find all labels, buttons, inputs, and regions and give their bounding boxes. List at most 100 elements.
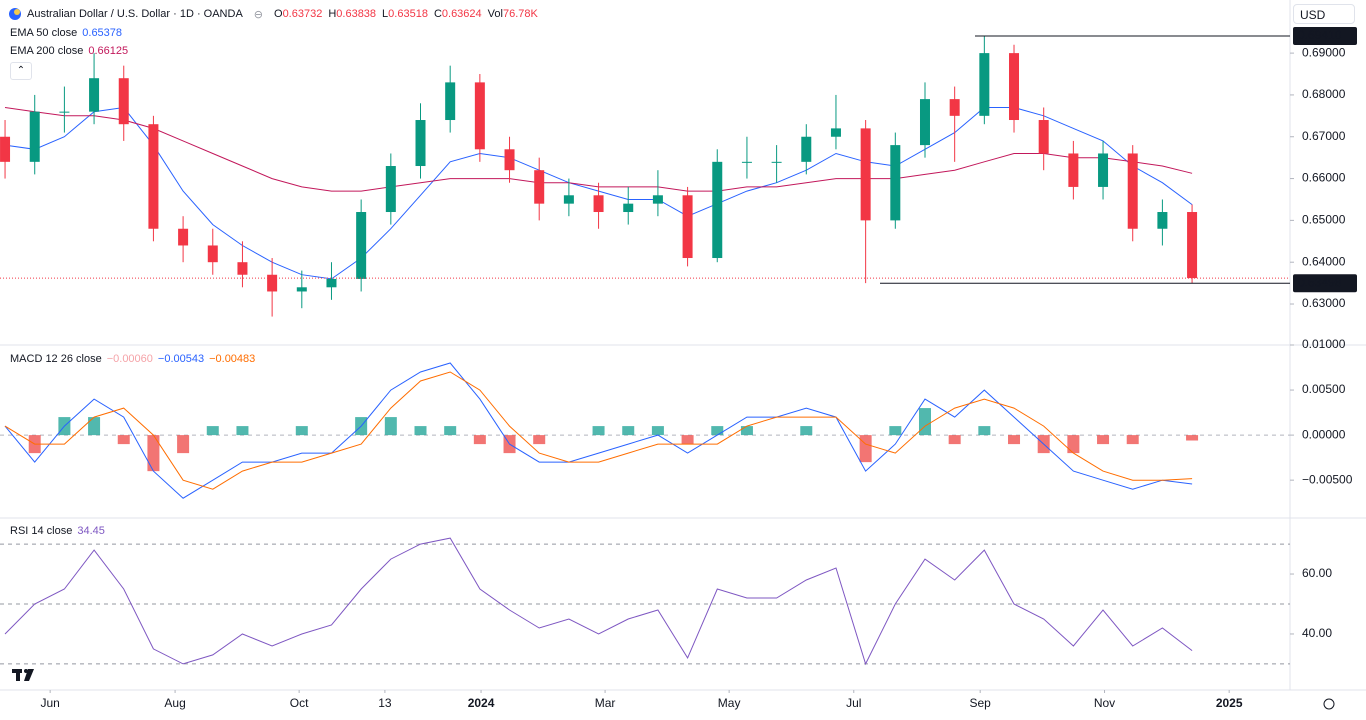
- candle-body: [1068, 153, 1079, 187]
- collapse-icon[interactable]: ⊖: [253, 8, 263, 21]
- legend-value: 34.45: [77, 525, 105, 537]
- candle-body: [445, 82, 456, 121]
- candle-body: [534, 170, 545, 204]
- legend-name: EMA 200 close: [10, 45, 84, 57]
- collapse-button[interactable]: ⌃: [10, 62, 32, 80]
- histogram-bar: [889, 426, 902, 436]
- candle-body: [415, 120, 426, 167]
- candle-body: [1009, 53, 1020, 121]
- candle-body: [504, 149, 515, 171]
- legend-value: 0.66125: [88, 45, 129, 57]
- x-tick-label: Sep: [970, 696, 992, 710]
- ohlc-item: Vol76.78K: [488, 8, 538, 20]
- candle-body: [652, 195, 663, 204]
- y-tick-label: 0.00000: [1302, 427, 1346, 441]
- histogram-bar: [740, 426, 753, 436]
- ohlc-key: L: [382, 8, 389, 20]
- histogram-bar: [592, 426, 605, 436]
- ema50-legend: EMA 50 close 0.65378: [10, 27, 122, 39]
- y-tick-label: 0.67000: [1302, 129, 1346, 143]
- histogram-bar: [533, 435, 546, 445]
- candle-body: [682, 195, 693, 259]
- x-tick-label: Aug: [164, 696, 185, 710]
- histogram-bar: [978, 426, 991, 436]
- candle-body: [771, 161, 782, 163]
- x-tick-label: 13: [378, 696, 392, 710]
- legend-value: 0.65378: [82, 27, 123, 39]
- ohlc-key: C: [433, 8, 442, 20]
- y-tick-label: 0.66000: [1302, 171, 1346, 185]
- legend-value: −0.00483: [209, 353, 256, 365]
- y-tick-label: 0.01000: [1302, 337, 1346, 351]
- candle-body: [1157, 212, 1168, 229]
- x-tick-label: 2025: [1216, 696, 1243, 710]
- histogram-bar: [444, 426, 457, 436]
- price-tag-label: 0.69410: [1298, 28, 1342, 42]
- histogram-bar: [206, 426, 219, 436]
- candle-body: [1098, 153, 1109, 187]
- currency-select[interactable]: USD: [1293, 4, 1355, 24]
- candle-body: [118, 78, 129, 125]
- candle-body: [890, 145, 901, 221]
- histogram-bar: [859, 435, 872, 463]
- histogram-bar: [1008, 435, 1021, 445]
- macd-legend: MACD 12 26 close −0.00060 −0.00543 −0.00…: [10, 353, 255, 365]
- settings-icon[interactable]: [1323, 698, 1335, 710]
- histogram-bar: [1067, 435, 1080, 454]
- candle-body: [267, 274, 278, 292]
- candle-body: [237, 262, 248, 275]
- ohlc-item: O0.63732: [274, 8, 322, 20]
- candle-body: [59, 111, 70, 113]
- candle-body: [593, 195, 604, 213]
- x-tick-label: Oct: [290, 696, 309, 710]
- histogram-bar: [473, 435, 486, 445]
- y-tick-label: 60.00: [1302, 566, 1332, 580]
- histogram-bar: [295, 426, 308, 436]
- y-tick-label: 0.63000: [1302, 296, 1346, 310]
- histogram-bar: [681, 435, 694, 445]
- ohlc-value: 0.63732: [282, 8, 323, 20]
- candle-body: [326, 278, 337, 288]
- histogram-bar: [177, 435, 190, 454]
- histogram-bar: [147, 435, 160, 472]
- histogram-bar: [918, 408, 931, 436]
- y-tick-label: 40.00: [1302, 626, 1332, 640]
- histogram-bar: [88, 417, 101, 436]
- histogram-bar: [651, 426, 664, 436]
- x-tick-label: 2024: [468, 696, 495, 710]
- x-tick-label: Jun: [40, 696, 59, 710]
- histogram-bar: [711, 426, 724, 436]
- price-tag-label: 0.63498: [1298, 275, 1342, 289]
- y-tick-label: 0.64000: [1302, 254, 1346, 268]
- candle-body: [148, 124, 159, 229]
- histogram-bar: [622, 426, 635, 436]
- x-tick-label: Mar: [595, 696, 616, 710]
- ohlc-item: H0.63838: [328, 8, 376, 20]
- candle-body: [801, 136, 812, 162]
- ohlc-value: 0.63838: [336, 8, 377, 20]
- candle-body: [356, 212, 367, 279]
- candle-body: [1187, 212, 1198, 279]
- legend-name: EMA 50 close: [10, 27, 78, 39]
- histogram-bar: [1126, 435, 1139, 445]
- symbol-legend: Australian Dollar / U.S. Dollar · 1D · O…: [8, 7, 538, 21]
- histogram-bar: [117, 435, 130, 445]
- candle-body: [178, 228, 189, 246]
- legend-value: −0.00060: [106, 353, 153, 365]
- x-tick-label: Nov: [1094, 696, 1115, 710]
- histogram-bar: [800, 426, 813, 436]
- candle-body: [919, 99, 930, 146]
- histogram-bar: [1097, 435, 1110, 445]
- candle-body: [860, 128, 871, 221]
- candle-body: [296, 287, 307, 292]
- series-line: [4, 537, 1193, 666]
- ohlc-item: C0.63624: [434, 8, 482, 20]
- y-tick-label: 0.68000: [1302, 87, 1346, 101]
- ema200-legend: EMA 200 close 0.66125: [10, 45, 128, 57]
- ohlc-item: L0.63518: [382, 8, 428, 20]
- candle-body: [712, 161, 723, 259]
- y-tick-label: 0.69000: [1302, 45, 1346, 59]
- candle-body: [474, 82, 485, 150]
- symbol-icon: [9, 8, 21, 20]
